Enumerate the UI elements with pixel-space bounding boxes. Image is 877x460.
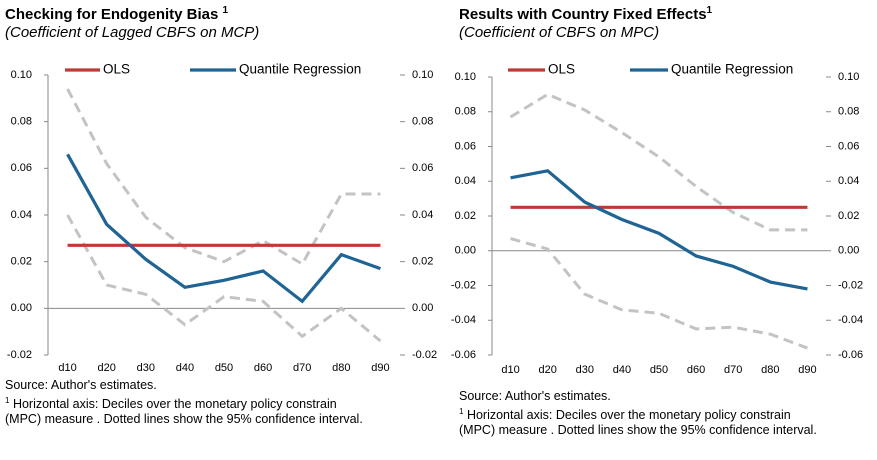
footnote-block: Source: Author's estimates. 1 Horizontal … <box>5 378 375 427</box>
legend-label: Quantile Regression <box>671 62 793 77</box>
ci-line <box>509 92 808 232</box>
y2-tick-label: 0.04 <box>412 209 433 221</box>
ci-line <box>66 214 382 343</box>
x-tick-label: d70 <box>724 364 742 376</box>
x-tick-label: d60 <box>254 362 272 374</box>
footnote: 1 Horizontal axis: Deciles over the mone… <box>459 404 829 438</box>
footnote-block: Source: Author's estimates. 1 Horizontal … <box>459 389 829 438</box>
x-tick-label: d50 <box>650 364 668 376</box>
y-tick-label: 0.08 <box>11 116 32 128</box>
y-tick-label: 0.02 <box>11 256 32 268</box>
series-line <box>66 153 381 304</box>
x-tick-label: d50 <box>215 362 233 374</box>
y-tick-label: -0.06 <box>451 349 476 361</box>
y2-tick-label: 0.06 <box>838 140 859 152</box>
x-tick-label: d90 <box>798 364 816 376</box>
legend-label: OLS <box>103 62 130 77</box>
y2-tick-label: -0.02 <box>412 349 437 361</box>
y-tick-label: 0.00 <box>11 302 32 314</box>
y-tick-label: 0.06 <box>455 140 476 152</box>
legend-label: Quantile Regression <box>239 62 361 77</box>
y2-tick-label: 0.04 <box>838 175 859 187</box>
y2-tick-label: -0.02 <box>838 279 863 291</box>
x-tick-label: d30 <box>137 362 155 374</box>
y2-tick-label: -0.04 <box>838 314 863 326</box>
note-marker: 1 <box>459 407 464 416</box>
y-tick-label: -0.04 <box>451 314 476 326</box>
note: Horizontal axis: Deciles over the moneta… <box>459 408 817 438</box>
chart-title: Checking for Endogenity Bias <box>5 6 219 23</box>
x-tick-label: d80 <box>332 362 350 374</box>
chart-title-block: Checking for Endogenity Bias 1 <box>5 5 228 23</box>
x-tick-label: d30 <box>576 364 594 376</box>
note-marker: 1 <box>5 396 10 405</box>
x-tick-label: d60 <box>687 364 705 376</box>
x-tick-label: d20 <box>97 362 115 374</box>
y-tick-label: 0.00 <box>455 245 476 257</box>
y2-tick-label: 0.10 <box>838 71 859 83</box>
source: Source: Author's estimates. <box>459 389 611 403</box>
y2-tick-label: 0.08 <box>412 116 433 128</box>
title-note: 1 <box>222 5 229 16</box>
note: Horizontal axis: Deciles over the moneta… <box>5 397 363 427</box>
x-tick-label: d40 <box>176 362 194 374</box>
y2-tick-label: 0.06 <box>412 162 433 174</box>
legend-label: OLS <box>548 62 575 77</box>
y-tick-label: 0.04 <box>11 209 32 221</box>
x-tick-label: d20 <box>538 364 556 376</box>
y2-tick-label: 0.00 <box>412 302 433 314</box>
chart-subtitle: (Coefficient of Lagged CBFS on MCP) <box>5 24 260 41</box>
y2-tick-label: 0.10 <box>412 69 433 81</box>
y2-tick-label: 0.02 <box>412 256 433 268</box>
x-tick-label: d10 <box>501 364 519 376</box>
y-tick-label: -0.02 <box>7 349 32 361</box>
series-line <box>510 169 808 291</box>
y-tick-label: -0.02 <box>451 279 476 291</box>
chart-title: Results with Country Fixed Effects <box>459 6 707 23</box>
chart-subtitle: (Coefficient of CBFS on MPC) <box>459 24 660 41</box>
y2-tick-label: -0.06 <box>838 349 863 361</box>
y2-tick-label: 0.08 <box>838 106 859 118</box>
title-note: 1 <box>706 5 713 16</box>
ci-line <box>510 237 808 350</box>
x-tick-label: d40 <box>613 364 631 376</box>
footnote: 1 Horizontal axis: Deciles over the mone… <box>5 393 375 427</box>
x-tick-label: d10 <box>58 362 76 374</box>
x-tick-label: d70 <box>293 362 311 374</box>
x-tick-label: d90 <box>371 362 389 374</box>
y-tick-label: 0.06 <box>11 162 32 174</box>
y-tick-label: 0.10 <box>11 69 32 81</box>
y-tick-label: 0.02 <box>455 210 476 222</box>
y-tick-label: 0.10 <box>455 71 476 83</box>
x-tick-label: d80 <box>761 364 779 376</box>
y-tick-label: 0.04 <box>455 175 476 187</box>
ci-line <box>66 88 381 267</box>
chart-title-block: Results with Country Fixed Effects1 <box>459 5 712 23</box>
y2-tick-label: 0.00 <box>838 245 859 257</box>
y2-tick-label: 0.02 <box>838 210 859 222</box>
source: Source: Author's estimates. <box>5 378 157 392</box>
y-tick-label: 0.08 <box>455 106 476 118</box>
